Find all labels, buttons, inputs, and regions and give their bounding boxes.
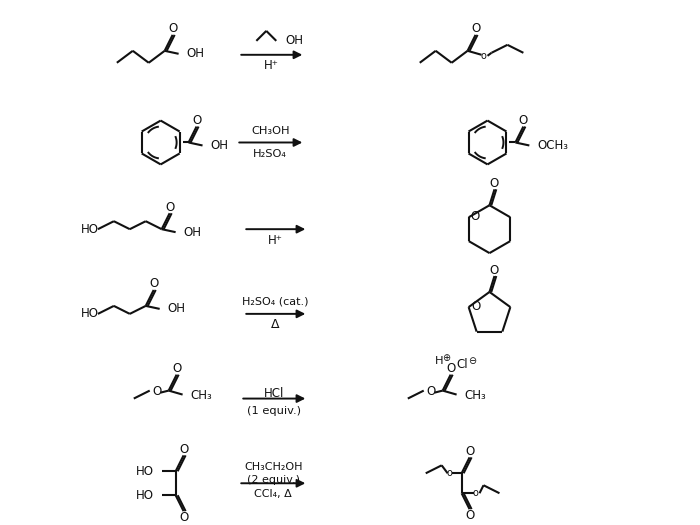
Text: o: o: [473, 488, 479, 498]
Text: OH: OH: [187, 47, 204, 60]
Text: H₂SO₄: H₂SO₄: [253, 150, 287, 160]
Text: O: O: [465, 509, 474, 522]
Text: CH₃OH: CH₃OH: [251, 125, 290, 135]
Text: HO: HO: [136, 465, 154, 478]
Text: O: O: [179, 511, 188, 523]
Text: H₂SO₄ (cat.): H₂SO₄ (cat.): [242, 297, 309, 307]
Text: O: O: [490, 264, 499, 277]
Text: ⊕: ⊕: [442, 353, 451, 363]
Text: O: O: [192, 114, 201, 127]
Text: O: O: [172, 362, 181, 375]
Text: HO: HO: [81, 223, 99, 236]
Text: Cl: Cl: [457, 358, 468, 371]
Text: HO: HO: [81, 307, 99, 320]
Text: O: O: [165, 201, 174, 214]
Text: O: O: [519, 114, 528, 127]
Text: OH: OH: [183, 226, 202, 239]
Text: CH₃: CH₃: [465, 389, 486, 402]
Text: o: o: [447, 468, 453, 478]
Text: O: O: [152, 385, 161, 398]
Text: HO: HO: [136, 489, 154, 502]
Text: O: O: [471, 300, 480, 312]
Text: O: O: [426, 385, 435, 398]
Text: (2 equiv.): (2 equiv.): [247, 475, 300, 485]
Text: O: O: [470, 209, 480, 223]
Text: O: O: [446, 362, 455, 375]
Text: O: O: [149, 278, 158, 290]
Text: O: O: [168, 23, 177, 35]
Text: Δ: Δ: [271, 318, 279, 331]
Text: OH: OH: [211, 139, 228, 152]
Text: CCl₄, Δ: CCl₄, Δ: [254, 489, 292, 499]
Text: (1 equiv.): (1 equiv.): [247, 405, 301, 415]
Text: OCH₃: OCH₃: [538, 139, 568, 152]
Text: HCl: HCl: [264, 387, 284, 400]
Text: H: H: [435, 356, 444, 366]
Text: OH: OH: [168, 302, 186, 316]
Text: O: O: [179, 443, 188, 456]
Text: H⁺: H⁺: [268, 234, 283, 247]
Text: ⊖: ⊖: [468, 356, 477, 366]
Text: O: O: [490, 177, 499, 190]
Text: CH₃: CH₃: [190, 389, 212, 402]
Text: o: o: [481, 51, 486, 61]
Text: O: O: [471, 23, 480, 35]
Text: O: O: [465, 445, 474, 458]
Text: CH₃CH₂OH: CH₃CH₂OH: [244, 463, 302, 472]
Text: H⁺: H⁺: [264, 59, 279, 72]
Text: OH: OH: [285, 34, 303, 47]
